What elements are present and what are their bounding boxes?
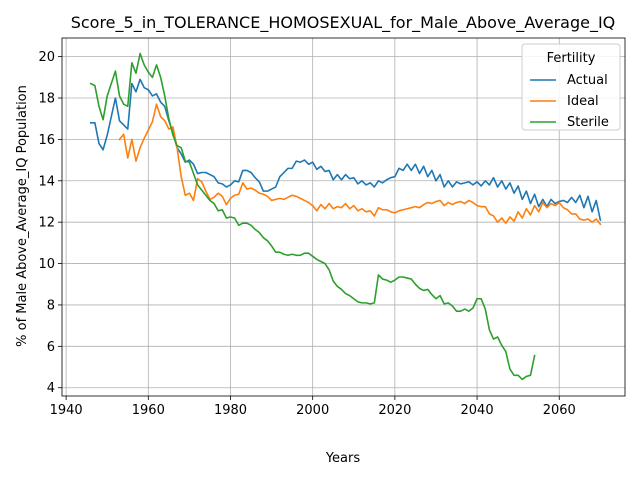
x-tick-label: 1980: [214, 403, 247, 418]
series-line-ideal: [118, 103, 602, 226]
x-axis-label: Years: [325, 451, 361, 466]
y-tick-label: 18: [38, 92, 55, 107]
grid: [62, 38, 625, 396]
x-tick-label: 1940: [50, 403, 83, 418]
chart-title: Score_5_in_TOLERANCE_HOMOSEXUAL_for_Male…: [71, 13, 616, 33]
x-tick-label: 2040: [461, 403, 494, 418]
legend-box: [521, 43, 621, 131]
y-tick-label: 20: [38, 50, 55, 65]
x-tick-label: 2000: [296, 403, 329, 418]
axis-ticks: 1940 1960 1980 2000 2020 2040 2060 4 6 8 10 12 14 16 1…: [38, 50, 575, 418]
series-line-sterile: [89, 52, 536, 381]
legend-label-actual: Actual: [567, 73, 608, 88]
plot-frame: [61, 37, 626, 397]
legend-title: Fertility: [547, 51, 596, 66]
y-tick-label: 6: [47, 340, 55, 355]
x-tick-label: 2020: [378, 403, 411, 418]
y-tick-label: 12: [38, 216, 55, 231]
y-tick-label: 4: [47, 381, 55, 396]
y-tick-label: 8: [47, 298, 55, 313]
x-tick-label: 1960: [132, 403, 165, 418]
y-tick-label: 14: [38, 174, 55, 189]
legend-label-ideal: Ideal: [567, 94, 599, 109]
y-axis-label: % of Male Above_Average_IQ Population: [15, 85, 30, 347]
x-tick-label: 2060: [543, 403, 576, 418]
legend: Fertility Actual Ideal Sterile: [521, 43, 621, 131]
legend-label-sterile: Sterile: [567, 115, 609, 130]
series-lines: [89, 52, 602, 381]
y-tick-label: 10: [38, 257, 55, 272]
y-tick-label: 16: [38, 133, 55, 148]
legend-entries: Actual Ideal Sterile: [530, 73, 609, 130]
